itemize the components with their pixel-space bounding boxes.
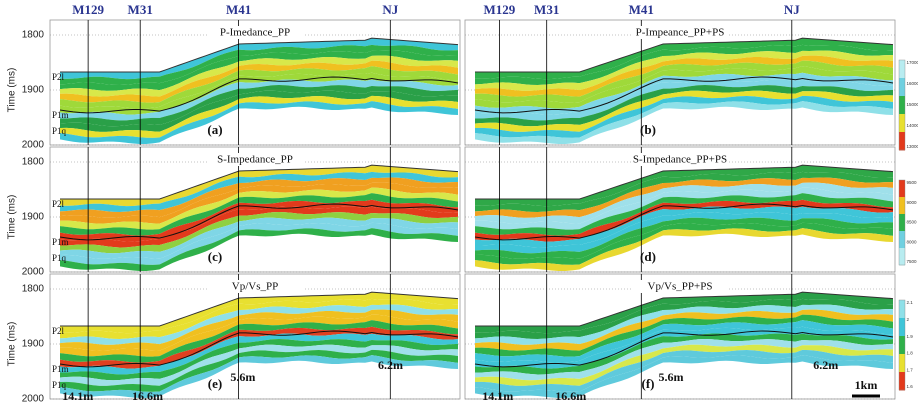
colorbar-tick: 17000 <box>907 60 918 65</box>
colorbar-tick: 2.1 <box>907 300 914 305</box>
scale-bar-label: 1km <box>855 378 878 392</box>
well-thickness: 6.2m <box>378 358 403 372</box>
time-tick: 1900 <box>22 85 45 96</box>
well-thickness: 14.1m <box>482 389 513 403</box>
colorbar-segment <box>899 132 905 151</box>
colorbar-segment <box>899 372 905 391</box>
well-name: M129 <box>484 2 516 17</box>
well-thickness: 5.6m <box>230 370 255 384</box>
colorbar-tick: 1.8 <box>907 351 914 356</box>
colorbar-tick: 1.6 <box>907 384 914 389</box>
well-name: M129 <box>72 2 104 17</box>
panel-label: (e) <box>208 376 222 391</box>
panel: P-Impeance_PP+PS (b) <box>465 20 895 145</box>
panel-label: (f) <box>642 376 655 391</box>
colorbar-segment <box>899 180 905 198</box>
time-tick: 1800 <box>22 284 45 295</box>
horizon-label: P1m <box>52 110 69 120</box>
time-tick: 2000 <box>22 140 45 151</box>
horizon-label: P2l <box>52 72 65 82</box>
well-name: NJ <box>784 2 800 17</box>
panel-title: S-Impedance_PP+PS <box>633 154 727 166</box>
colorbar-tick: 1.7 <box>907 367 914 372</box>
well-thickness: 16.6m <box>555 389 586 403</box>
y-axis-label: Time (ms) <box>7 68 18 113</box>
panel-label: (a) <box>207 122 222 137</box>
panel-title: P-Imedance_PP <box>220 27 290 39</box>
colorbar-segment <box>899 248 905 266</box>
horizon-label: P1m <box>52 364 69 374</box>
panel: S-Impedance_PP (c) <box>50 147 460 272</box>
colorbar-tick: 13000 <box>907 144 918 149</box>
well-name: M31 <box>128 2 153 17</box>
colorbar-tick: 9000 <box>907 200 918 205</box>
colorbar-segment <box>899 336 905 355</box>
colorbar-segment <box>899 318 905 337</box>
colorbar-tick: 8000 <box>907 239 918 244</box>
panel-label: (c) <box>208 249 222 264</box>
horizon-label: P1m <box>52 237 69 247</box>
panel-label: (d) <box>640 249 656 264</box>
colorbar-segment <box>899 300 905 319</box>
panel: S-Impedance_PP+PS (d) <box>465 147 895 272</box>
y-axis-label: Time (ms) <box>7 322 18 367</box>
figure: P-Imedance_PP (a) 1800 1900 2000 Time (ms) P2l… <box>0 0 918 404</box>
horizon-label: P1q <box>52 126 67 136</box>
well-name: M31 <box>534 2 559 17</box>
colorbar-tick: 2 <box>907 317 910 322</box>
well-thickness: 6.2m <box>813 358 838 372</box>
y-axis-label: Time (ms) <box>7 195 18 240</box>
colorbar-segment <box>899 231 905 249</box>
colorbar-tick: 1.9 <box>907 334 914 339</box>
well-name: M41 <box>629 2 654 17</box>
well-thickness: 5.6m <box>659 370 684 384</box>
panel-title: Vp/Vs_PP <box>232 281 278 293</box>
colorbar-segment <box>899 60 905 79</box>
colorbar-tick: 14000 <box>907 123 918 128</box>
colorbar-tick: 8500 <box>907 220 918 225</box>
colorbar-tick: 7500 <box>907 259 918 264</box>
panel-title: Vp/Vs_PP+PS <box>648 281 713 293</box>
colorbar-tick: 9500 <box>907 180 918 185</box>
well-name: NJ <box>382 2 398 17</box>
colorbar-segment <box>899 214 905 232</box>
colorbar-segment <box>899 114 905 133</box>
panel-title: P-Impeance_PP+PS <box>636 27 725 39</box>
time-tick: 2000 <box>22 267 45 278</box>
colorbar-tick: 16000 <box>907 81 918 86</box>
time-tick: 1800 <box>22 157 45 168</box>
colorbar-segment <box>899 78 905 97</box>
well-name: M41 <box>226 2 251 17</box>
colorbar-segment <box>899 96 905 115</box>
panel-title: S-Impedance_PP <box>217 154 293 166</box>
time-tick: 1900 <box>22 212 45 223</box>
horizon-label: P2l <box>52 326 65 336</box>
colorbar-tick: 15000 <box>907 102 918 107</box>
panel-label: (b) <box>640 122 656 137</box>
horizon-label: P2l <box>52 199 65 209</box>
time-tick: 2000 <box>22 394 45 404</box>
colorbar-segment <box>899 354 905 373</box>
horizon-label: P1q <box>52 253 67 263</box>
well-thickness: 16.6m <box>132 389 163 403</box>
panel: P-Imedance_PP (a) <box>50 20 460 145</box>
time-tick: 1800 <box>22 30 45 41</box>
colorbar-segment <box>899 197 905 215</box>
time-tick: 1900 <box>22 339 45 350</box>
well-thickness: 14.1m <box>62 389 93 403</box>
